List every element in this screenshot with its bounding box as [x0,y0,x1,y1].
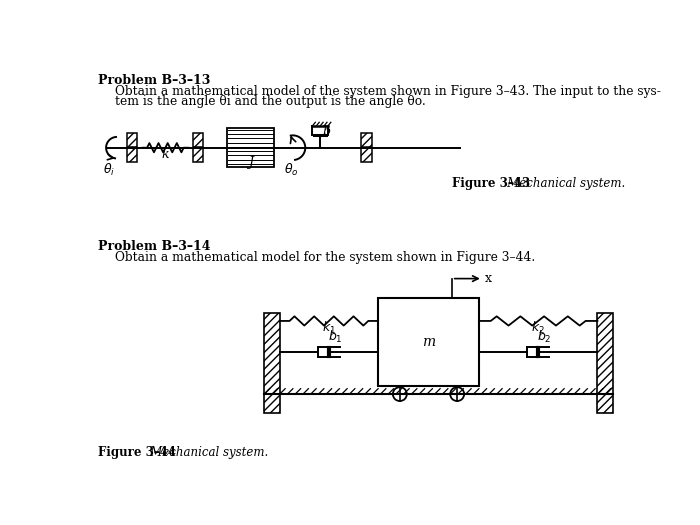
Text: Mechanical system.: Mechanical system. [139,446,269,459]
Text: Mechanical system.: Mechanical system. [496,177,625,190]
Text: $k_1$: $k_1$ [322,320,336,336]
Text: Obtain a mathematical model for the system shown in Figure 3–44.: Obtain a mathematical model for the syst… [116,251,536,264]
Text: k: k [161,149,169,162]
Text: $b_2$: $b_2$ [537,329,552,345]
Bar [127,133,137,147]
Text: Problem B–3–14: Problem B–3–14 [98,240,211,253]
Text: Figure 3–43: Figure 3–43 [452,177,530,190]
Bar [193,133,204,147]
Bar [378,298,479,386]
Text: m: m [422,335,435,349]
Bar [264,313,280,413]
Text: b: b [322,125,330,139]
Text: $\theta_o$: $\theta_o$ [284,162,299,177]
Text: tem is the angle θi and the output is the angle θo.: tem is the angle θi and the output is th… [116,94,426,108]
Text: x: x [485,272,492,285]
Bar [227,129,274,167]
Bar [361,133,372,147]
Bar [598,313,613,413]
Bar [127,149,137,162]
Text: Problem B–3–13: Problem B–3–13 [98,74,211,87]
Text: J: J [248,156,253,169]
Text: Figure 3–44: Figure 3–44 [98,446,176,459]
Text: Obtain a mathematical model of the system shown in Figure 3–43. The input to the: Obtain a mathematical model of the syste… [116,85,661,98]
Bar [193,149,204,162]
Text: $b_1$: $b_1$ [328,329,342,345]
Text: $k_2$: $k_2$ [531,320,545,336]
Bar [361,149,372,162]
Text: $\theta_i$: $\theta_i$ [103,162,115,177]
